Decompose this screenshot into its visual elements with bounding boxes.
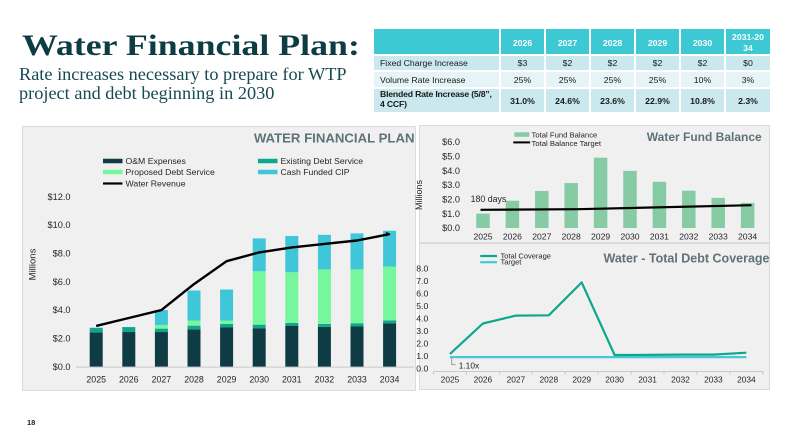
svg-text:2026: 2026 [474,375,493,385]
svg-text:$4.0: $4.0 [442,166,460,176]
svg-text:WATER FINANCIAL PLAN: WATER FINANCIAL PLAN [254,130,415,145]
svg-text:2029: 2029 [217,375,237,385]
svg-text:$0.0: $0.0 [442,223,460,233]
svg-text:$2.0: $2.0 [53,334,71,344]
svg-text:2032: 2032 [671,375,690,385]
svg-text:2033: 2033 [347,375,367,385]
svg-text:2028: 2028 [562,231,581,241]
svg-text:7.0: 7.0 [416,276,428,286]
svg-text:$12.0: $12.0 [48,192,71,202]
svg-text:Existing Debt Service: Existing Debt Service [281,156,364,166]
svg-text:2026: 2026 [119,375,139,385]
svg-text:2034: 2034 [738,231,757,241]
svg-text:2028: 2028 [539,375,558,385]
svg-text:Cash Funded CIP: Cash Funded CIP [281,167,350,177]
svg-text:2029: 2029 [572,375,591,385]
svg-text:Target: Target [501,258,523,267]
svg-text:Total Fund Balance: Total Fund Balance [532,131,598,140]
svg-text:Millions: Millions [28,248,39,280]
svg-text:2031: 2031 [282,375,302,385]
svg-text:4.0: 4.0 [416,314,428,324]
svg-text:8.0: 8.0 [416,264,428,274]
svg-text:1.10x: 1.10x [459,360,480,370]
svg-text:$4.0: $4.0 [53,305,71,315]
svg-text:2034: 2034 [737,375,756,385]
svg-text:2033: 2033 [709,231,728,241]
svg-text:$6.0: $6.0 [442,137,460,147]
svg-text:2025: 2025 [441,375,460,385]
svg-text:Water - Total Debt Coverage: Water - Total Debt Coverage [604,252,770,266]
svg-text:Water Fund Balance: Water Fund Balance [647,130,762,144]
svg-text:2030: 2030 [605,375,624,385]
svg-text:Millions: Millions [414,180,424,211]
svg-text:2034: 2034 [380,375,400,385]
svg-text:2031: 2031 [650,231,669,241]
svg-text:2027: 2027 [507,375,526,385]
svg-text:2030: 2030 [620,231,639,241]
svg-text:3.0: 3.0 [416,326,428,336]
svg-text:Total Coverage: Total Coverage [501,252,551,261]
svg-text:Proposed Debt Service: Proposed Debt Service [126,167,216,177]
svg-text:$2.0: $2.0 [442,195,460,205]
svg-text:2025: 2025 [86,375,106,385]
svg-text:2025: 2025 [473,231,492,241]
svg-text:2033: 2033 [704,375,723,385]
svg-text:$0.0: $0.0 [53,362,71,372]
svg-text:Water Revenue: Water Revenue [126,179,186,189]
svg-text:$5.0: $5.0 [442,151,460,161]
svg-text:$8.0: $8.0 [53,249,71,259]
svg-text:180 days: 180 days [471,194,507,204]
svg-text:2026: 2026 [503,231,522,241]
svg-text:2031: 2031 [638,375,657,385]
svg-text:2027: 2027 [532,231,551,241]
svg-text:2032: 2032 [679,231,698,241]
svg-text:2032: 2032 [315,375,335,385]
svg-text:Total Balance Target: Total Balance Target [532,139,602,148]
svg-text:$6.0: $6.0 [53,277,71,287]
svg-text:6.0: 6.0 [416,289,428,299]
svg-text:2027: 2027 [152,375,172,385]
svg-text:1.0: 1.0 [416,351,428,361]
svg-text:2028: 2028 [184,375,204,385]
svg-text:$3.0: $3.0 [442,180,460,190]
svg-text:O&M Expenses: O&M Expenses [126,156,187,166]
svg-text:$10.0: $10.0 [48,220,71,230]
svg-text:2030: 2030 [249,375,269,385]
svg-text:2.0: 2.0 [416,338,428,348]
svg-text:0.0: 0.0 [416,363,428,373]
svg-text:2029: 2029 [591,231,610,241]
svg-text:$1.0: $1.0 [442,209,460,219]
svg-text:5.0: 5.0 [416,301,428,311]
